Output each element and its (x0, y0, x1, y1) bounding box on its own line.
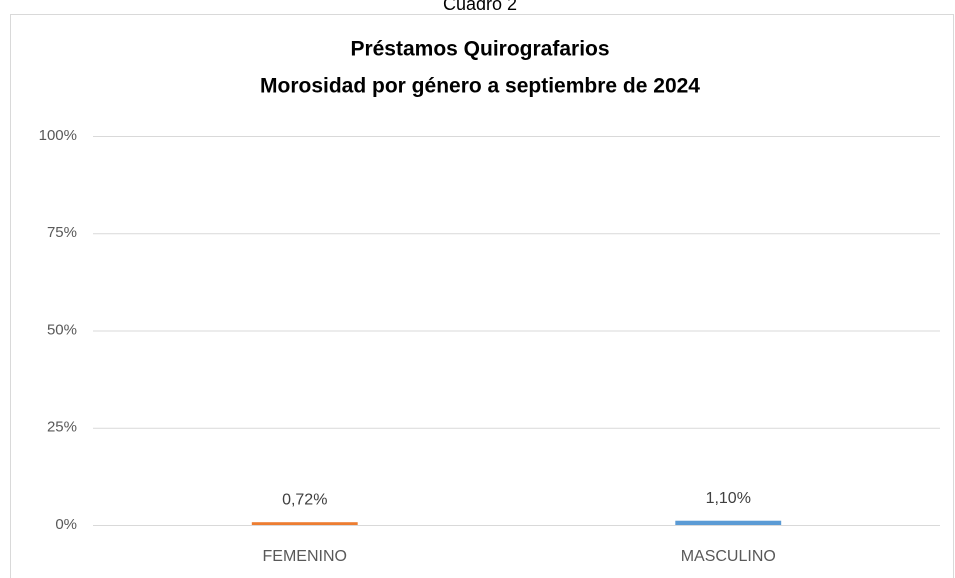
bar (251, 522, 358, 525)
chart-title: Préstamos Quirografarios (350, 38, 609, 61)
y-tick-label: 75% (47, 224, 77, 241)
y-tick-label: 25% (47, 419, 77, 436)
y-tick-label: 50% (47, 321, 77, 338)
chart-subtitle: Morosidad por género a septiembre de 202… (260, 75, 700, 98)
caption: Cuadro 2 (443, 0, 517, 14)
bar (675, 520, 782, 525)
chart-border (10, 14, 954, 578)
y-tick-label: 100% (39, 127, 77, 144)
x-tick-label: FEMENINO (263, 548, 347, 565)
value-label: 1,10% (706, 490, 751, 507)
y-tick-label: 0% (55, 516, 77, 533)
x-tick-label: MASCULINO (681, 548, 776, 565)
value-label: 0,72% (282, 491, 327, 508)
